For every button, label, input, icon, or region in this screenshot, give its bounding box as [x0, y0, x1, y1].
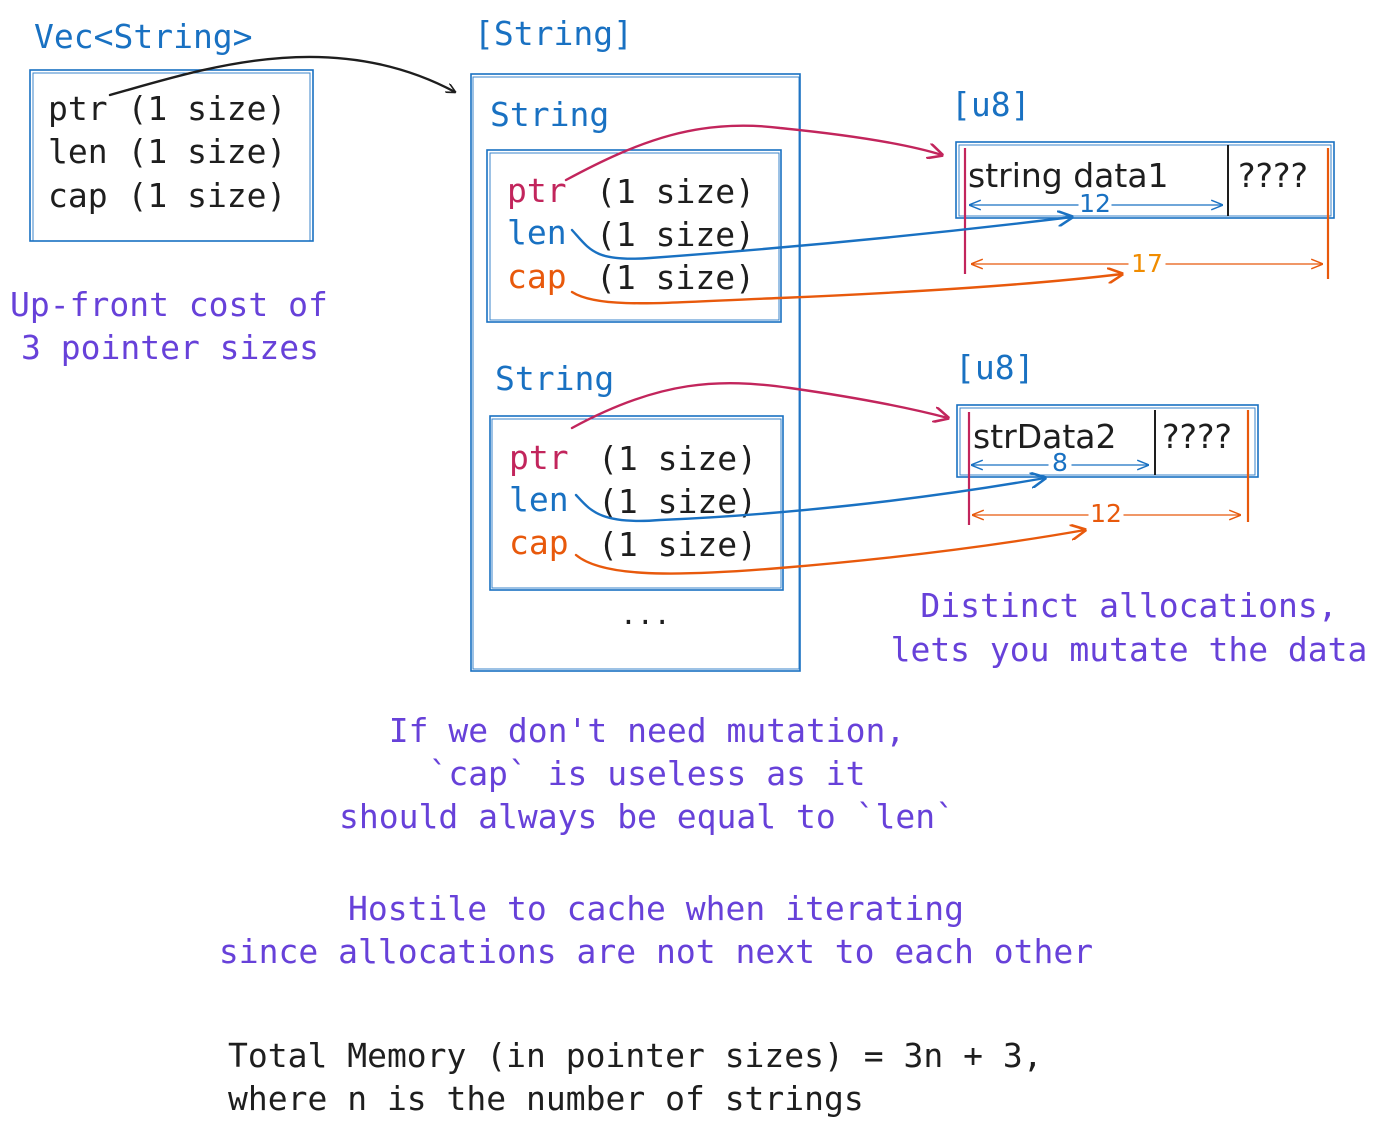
- vec-field-len: len (1 size): [48, 132, 286, 171]
- distinct-note: Distinct allocations, lets you mutate th…: [891, 586, 1368, 669]
- slice-box: [470, 73, 801, 672]
- string2-ptr-size: (1 size): [598, 439, 757, 478]
- slice-title: [String]: [474, 14, 633, 53]
- buffer1-cap-label: 17: [1131, 249, 1163, 278]
- buffer1-len-label: 12: [1079, 189, 1111, 218]
- string1-len-arrow: [570, 217, 1072, 260]
- string2-box: [489, 415, 784, 591]
- string1-title: String: [490, 95, 609, 134]
- string2-title: String: [495, 359, 614, 398]
- buffer2-group: [u8] strData2 ???? 8 12: [955, 348, 1259, 528]
- buffer1-group: [u8] string data1 ???? 12 17: [951, 85, 1335, 279]
- buffer2-data: strData2: [973, 417, 1117, 456]
- cache-note-line2: since allocations are not next to each o…: [219, 932, 1093, 971]
- string1-cap-label: cap: [507, 257, 567, 296]
- mutation-note-line2: `cap` is useless as it: [428, 754, 865, 793]
- string1-ptr-label: ptr: [507, 171, 567, 210]
- upfront-note-line2: 3 pointer sizes: [21, 328, 319, 367]
- string1-cap-arrow: [570, 274, 1122, 305]
- string1-ptr-size: (1 size): [596, 172, 755, 211]
- vec-group: Vec<String> ptr (1 size) len (1 size) ca…: [29, 17, 314, 242]
- vec-field-cap: cap (1 size): [48, 176, 286, 215]
- string1-box: [486, 149, 782, 323]
- mutation-note: If we don't need mutation, `cap` is usel…: [339, 711, 955, 836]
- string1-len-size: (1 size): [596, 215, 755, 254]
- cache-note: Hostile to cache when iterating since al…: [219, 889, 1093, 971]
- buffer1-box: [955, 141, 1335, 219]
- slice-ellipsis: ...: [620, 598, 671, 631]
- distinct-note-line1: Distinct allocations,: [920, 586, 1337, 625]
- buffer2-title: [u8]: [955, 348, 1034, 387]
- string2-ptr-label: ptr: [509, 438, 569, 477]
- vec-ptr-arrow: [108, 55, 455, 97]
- upfront-note: Up-front cost of 3 pointer sizes: [10, 285, 328, 367]
- cache-note-line1: Hostile to cache when iterating: [348, 889, 964, 928]
- string2-ptr-arrow: [570, 381, 948, 430]
- buffer1-unused: ????: [1238, 156, 1308, 195]
- buffer2-unused: ????: [1162, 417, 1232, 456]
- slice-group: [String] String ptr (1 size) len (1 size…: [470, 14, 801, 672]
- buffer1-title: [u8]: [951, 85, 1030, 124]
- vec-box: [29, 69, 314, 242]
- string2-len-label: len: [509, 480, 569, 519]
- string2-cap-size: (1 size): [598, 525, 757, 564]
- total-memory-note: Total Memory (in pointer sizes) = 3n + 3…: [228, 1036, 1043, 1118]
- string2-cap-label: cap: [509, 523, 569, 562]
- string1-len-label: len: [507, 213, 567, 252]
- buffer2-box: [956, 404, 1259, 478]
- buffer1-data: string data1: [968, 156, 1169, 195]
- string1-ptr-arrow: [564, 124, 942, 182]
- upfront-note-line1: Up-front cost of: [10, 285, 328, 324]
- vec-field-ptr: ptr (1 size): [48, 89, 286, 128]
- string1-cap-size: (1 size): [596, 258, 755, 297]
- string2-len-size: (1 size): [598, 482, 757, 521]
- distinct-note-line2: lets you mutate the data: [891, 630, 1368, 669]
- mutation-note-line1: If we don't need mutation,: [389, 711, 906, 750]
- mutation-note-line3: should always be equal to `len`: [339, 797, 955, 836]
- string2-cap-arrow: [574, 530, 1085, 575]
- buffer2-cap-label: 12: [1090, 499, 1122, 528]
- string2-len-arrow: [574, 478, 1045, 523]
- total-memory-line2: where n is the number of strings: [228, 1079, 864, 1118]
- buffer2-len-label: 8: [1052, 448, 1068, 477]
- total-memory-line1: Total Memory (in pointer sizes) = 3n + 3…: [228, 1036, 1043, 1075]
- vec-title: Vec<String>: [34, 17, 253, 56]
